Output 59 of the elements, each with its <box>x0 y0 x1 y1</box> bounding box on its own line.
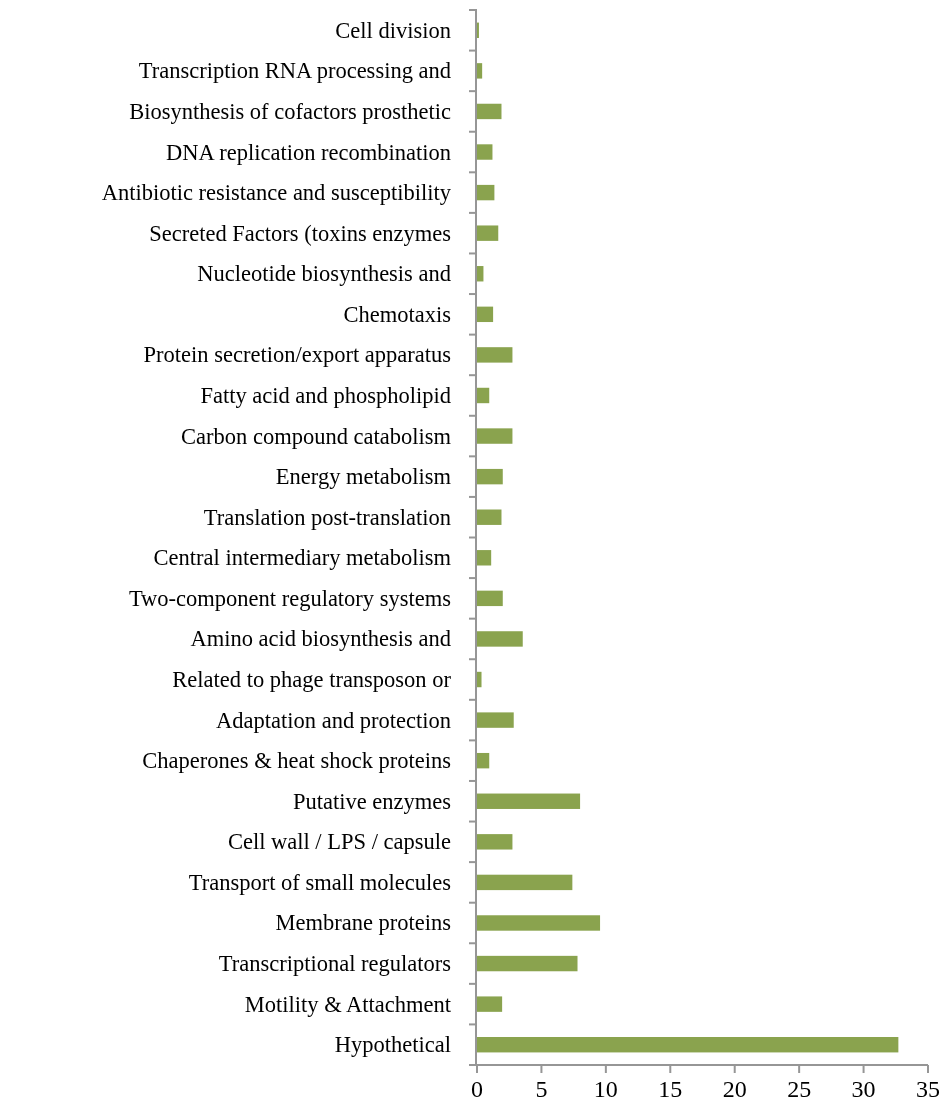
x-tick-label: 0 <box>471 1076 483 1102</box>
bar <box>477 550 492 566</box>
bar <box>477 468 503 485</box>
bar <box>477 955 578 972</box>
bar <box>477 671 482 688</box>
y-tick-label: Chemotaxis <box>343 301 451 327</box>
y-tick-label: Chaperones & heat shock proteins <box>142 748 451 774</box>
y-tick-label: Nucleotide biosynthesis and <box>197 261 451 287</box>
bar <box>477 509 502 525</box>
y-tick-label: Translation post-translation <box>203 504 451 530</box>
bar <box>477 428 513 444</box>
y-tick-label: Putative enzymes <box>292 788 451 814</box>
x-tick-label: 20 <box>722 1076 747 1102</box>
bar <box>477 1037 899 1053</box>
bar <box>477 144 493 160</box>
y-tick-label: Adaptation and protection <box>216 707 451 733</box>
y-tick-label: DNA replication recombination <box>166 139 451 165</box>
y-tick-label: Cell division <box>335 17 451 43</box>
bar <box>477 590 503 607</box>
bar <box>477 225 499 241</box>
bar <box>477 874 573 891</box>
bar <box>477 103 502 120</box>
y-tick-label: Transport of small molecules <box>188 869 451 895</box>
y-tick-label: Carbon compound catabolism <box>181 423 452 449</box>
bar <box>477 306 494 323</box>
x-tick-label: 30 <box>851 1076 876 1102</box>
y-tick-label: Transcriptional regulators <box>218 951 451 977</box>
bar <box>477 752 490 769</box>
y-tick-label: Protein secretion/export apparatus <box>143 342 451 368</box>
x-tick-label: 15 <box>658 1076 683 1102</box>
y-tick-label: Secreted Factors (toxins enzymes <box>149 220 451 246</box>
bar <box>477 915 601 931</box>
y-tick-label: Transcription RNA processing and <box>138 58 451 84</box>
bar <box>477 266 484 282</box>
bar <box>477 184 495 201</box>
bar <box>477 712 514 728</box>
y-tick-label: Antibiotic resistance and susceptibility <box>101 180 452 206</box>
y-tick-label: Membrane proteins <box>275 910 451 936</box>
y-tick-label: Hypothetical <box>334 1032 451 1058</box>
y-tick-label: Energy metabolism <box>275 464 452 490</box>
x-tick-label: 10 <box>593 1076 618 1102</box>
y-tick-label: Related to phage transposon or <box>172 667 452 693</box>
y-tick-label: Central intermediary metabolism <box>153 545 452 571</box>
y-tick-label: Two-component regulatory systems <box>128 585 451 611</box>
bar <box>477 834 513 850</box>
bar <box>477 631 523 647</box>
x-tick-label: 35 <box>916 1076 940 1102</box>
y-tick-label: Motility & Attachment <box>244 991 452 1017</box>
bar <box>477 63 483 79</box>
x-tick-label: 25 <box>787 1076 812 1102</box>
bar <box>477 996 503 1012</box>
y-tick-label: Amino acid biosynthesis and <box>190 626 451 652</box>
bar <box>477 387 490 404</box>
x-tick-label: 5 <box>535 1076 548 1102</box>
bar <box>477 793 581 809</box>
y-tick-label: Biosynthesis of cofactors prosthetic <box>129 98 452 124</box>
bar <box>477 347 513 363</box>
y-tick-label: Fatty acid and phospholipid <box>200 382 451 408</box>
y-tick-label: Cell wall / LPS / capsule <box>227 829 451 855</box>
